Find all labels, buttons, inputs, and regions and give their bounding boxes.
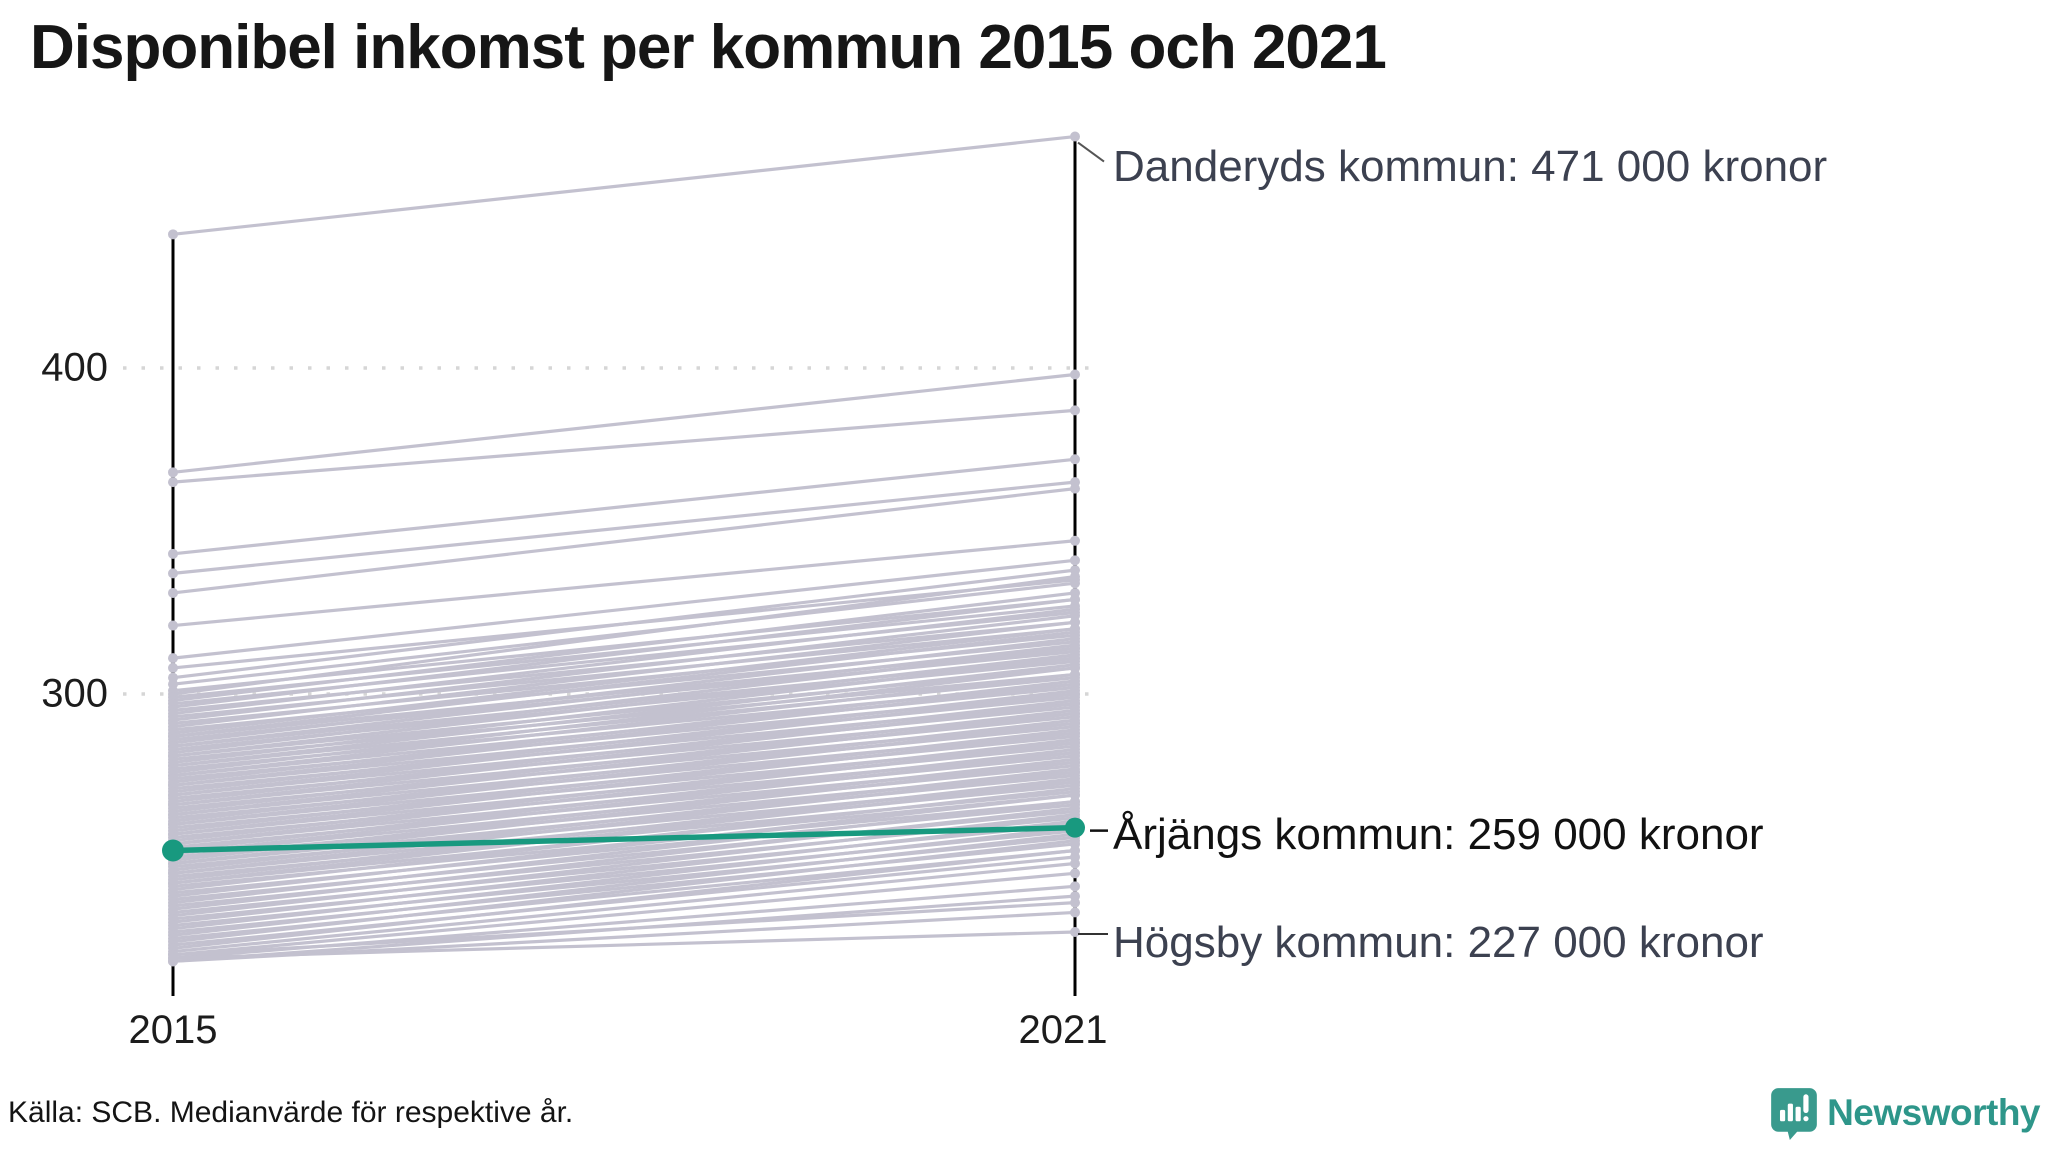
annotation-arjang: Årjängs kommun: 259 000 kronor bbox=[1113, 809, 1764, 859]
chart-title: Disponibel inkomst per kommun 2015 och 2… bbox=[30, 13, 1387, 82]
annotation-hogsby: Högsby kommun: 227 000 kronor bbox=[1113, 917, 1764, 967]
x-axis-tick-2015: 2015 bbox=[128, 1008, 218, 1052]
source-note: Källa: SCB. Medianvärde för respektive å… bbox=[8, 1096, 574, 1129]
newsworthy-logo: Newsworthy bbox=[1770, 1086, 2040, 1140]
newsworthy-wordmark: Newsworthy bbox=[1827, 1092, 2040, 1133]
annotation-danderyd: Danderyds kommun: 471 000 kronor bbox=[1113, 141, 1828, 191]
y-axis-tick-300: 300 bbox=[41, 671, 108, 716]
newsworthy-icon bbox=[1771, 1088, 1817, 1140]
y-axis-tick-400: 400 bbox=[41, 345, 108, 390]
x-axis-tick-2021: 2021 bbox=[1018, 1008, 1108, 1052]
